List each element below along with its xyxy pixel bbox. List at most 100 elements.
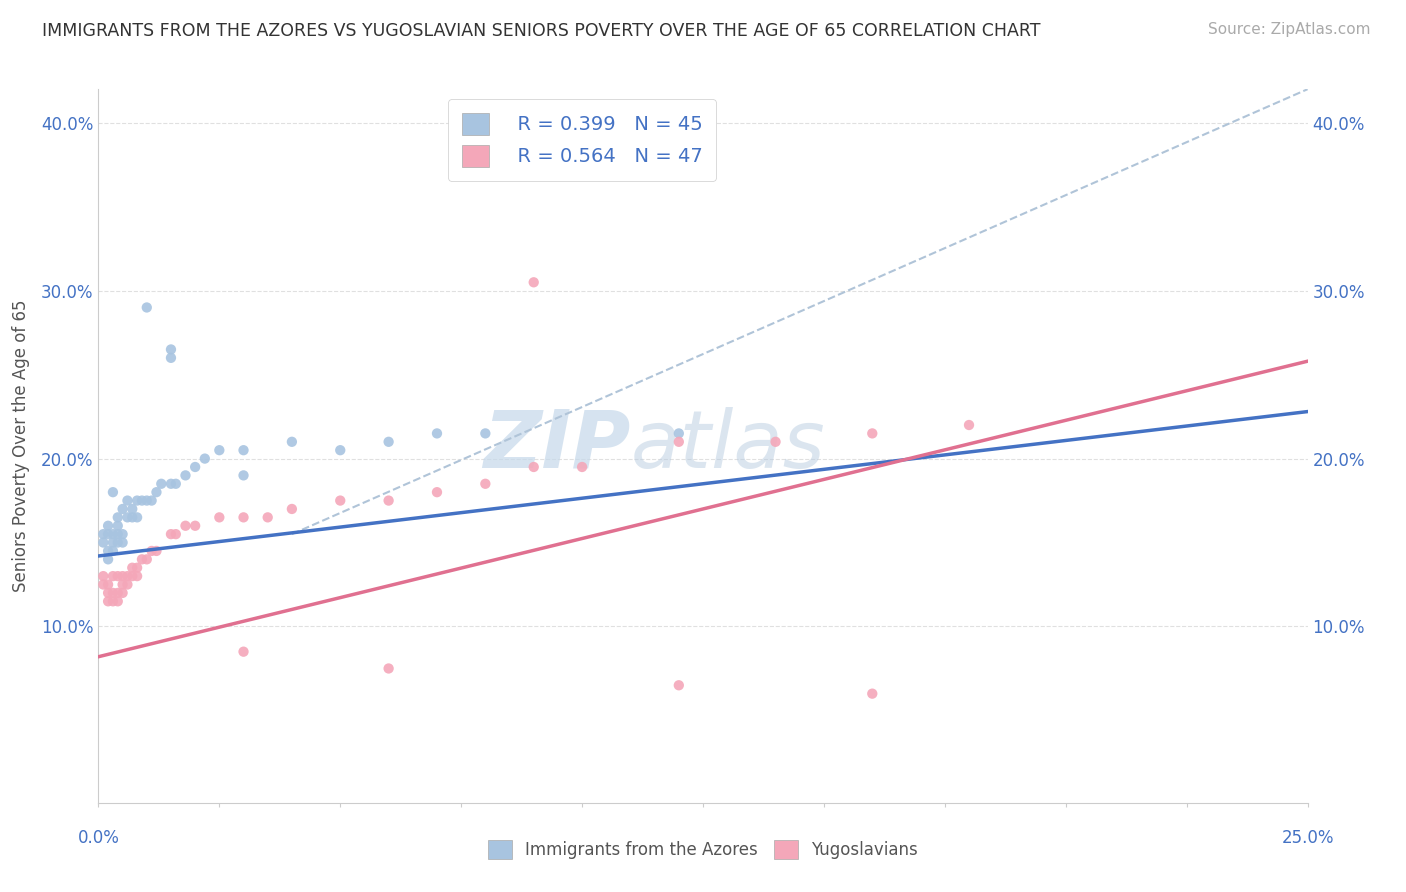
Text: ZIP: ZIP: [484, 407, 630, 485]
Point: [117, 569, 139, 583]
Point: [101, 485, 124, 500]
Point: [111, 502, 134, 516]
Text: atlas: atlas: [630, 407, 825, 485]
Point: [426, 426, 449, 441]
Point: [101, 594, 124, 608]
Point: [111, 569, 134, 583]
Point: [160, 476, 183, 491]
Point: [107, 527, 129, 541]
Point: [111, 527, 134, 541]
Point: [668, 426, 690, 441]
Text: 0.0%: 0.0%: [77, 829, 120, 847]
Point: [145, 544, 167, 558]
Point: [97, 518, 120, 533]
Point: [107, 535, 129, 549]
Point: [160, 351, 183, 365]
Point: [184, 460, 207, 475]
Point: [957, 417, 980, 432]
Legend: Immigrants from the Azores, Yugoslavians: Immigrants from the Azores, Yugoslavians: [482, 833, 924, 866]
Point: [194, 451, 217, 466]
Point: [107, 510, 129, 524]
Point: [97, 527, 120, 541]
Point: [232, 645, 254, 659]
Point: [131, 552, 153, 566]
Point: [571, 460, 593, 475]
Point: [127, 493, 149, 508]
Point: [101, 544, 124, 558]
Point: [141, 544, 163, 558]
Point: [101, 569, 124, 583]
Point: [131, 493, 153, 508]
Point: [329, 443, 352, 458]
Point: [377, 661, 399, 675]
Point: [91, 535, 114, 549]
Point: [111, 586, 134, 600]
Point: [474, 476, 496, 491]
Point: [329, 493, 352, 508]
Point: [145, 485, 167, 500]
Point: [107, 518, 129, 533]
Point: [160, 527, 183, 541]
Point: [174, 468, 197, 483]
Point: [117, 493, 139, 508]
Point: [101, 527, 124, 541]
Point: [97, 552, 120, 566]
Point: [107, 586, 129, 600]
Point: [208, 510, 231, 524]
Point: [165, 476, 187, 491]
Point: [97, 586, 120, 600]
Point: [184, 518, 207, 533]
Point: [117, 577, 139, 591]
Point: [117, 510, 139, 524]
Point: [150, 476, 173, 491]
Point: [765, 434, 787, 449]
Point: [281, 434, 304, 449]
Point: [135, 552, 157, 566]
Point: [141, 493, 163, 508]
Point: [101, 535, 124, 549]
Point: [111, 535, 134, 549]
Point: [127, 569, 149, 583]
Point: [474, 426, 496, 441]
Point: [91, 569, 114, 583]
Point: [107, 594, 129, 608]
Point: [281, 502, 304, 516]
Point: [135, 301, 157, 315]
Point: [232, 443, 254, 458]
Point: [121, 510, 143, 524]
Point: [101, 586, 124, 600]
Point: [97, 577, 120, 591]
Point: [160, 343, 183, 357]
Point: [232, 468, 254, 483]
Point: [208, 443, 231, 458]
Point: [668, 678, 690, 692]
Text: 25.0%: 25.0%: [1281, 829, 1334, 847]
Point: [97, 544, 120, 558]
Point: [135, 493, 157, 508]
Point: [174, 518, 197, 533]
Point: [127, 510, 149, 524]
Point: [232, 510, 254, 524]
Point: [860, 687, 883, 701]
Point: [97, 594, 120, 608]
Point: [121, 560, 143, 574]
Point: [523, 275, 546, 289]
Text: Source: ZipAtlas.com: Source: ZipAtlas.com: [1208, 22, 1371, 37]
Point: [121, 502, 143, 516]
Y-axis label: Seniors Poverty Over the Age of 65: Seniors Poverty Over the Age of 65: [11, 300, 30, 592]
Point: [256, 510, 278, 524]
Point: [668, 434, 690, 449]
Point: [165, 527, 187, 541]
Point: [107, 569, 129, 583]
Point: [860, 426, 883, 441]
Point: [111, 577, 134, 591]
Point: [523, 460, 546, 475]
Point: [91, 527, 114, 541]
Text: IMMIGRANTS FROM THE AZORES VS YUGOSLAVIAN SENIORS POVERTY OVER THE AGE OF 65 COR: IMMIGRANTS FROM THE AZORES VS YUGOSLAVIA…: [42, 22, 1040, 40]
Point: [426, 485, 449, 500]
Point: [127, 560, 149, 574]
Point: [377, 493, 399, 508]
Point: [121, 569, 143, 583]
Point: [377, 434, 399, 449]
Point: [91, 577, 114, 591]
